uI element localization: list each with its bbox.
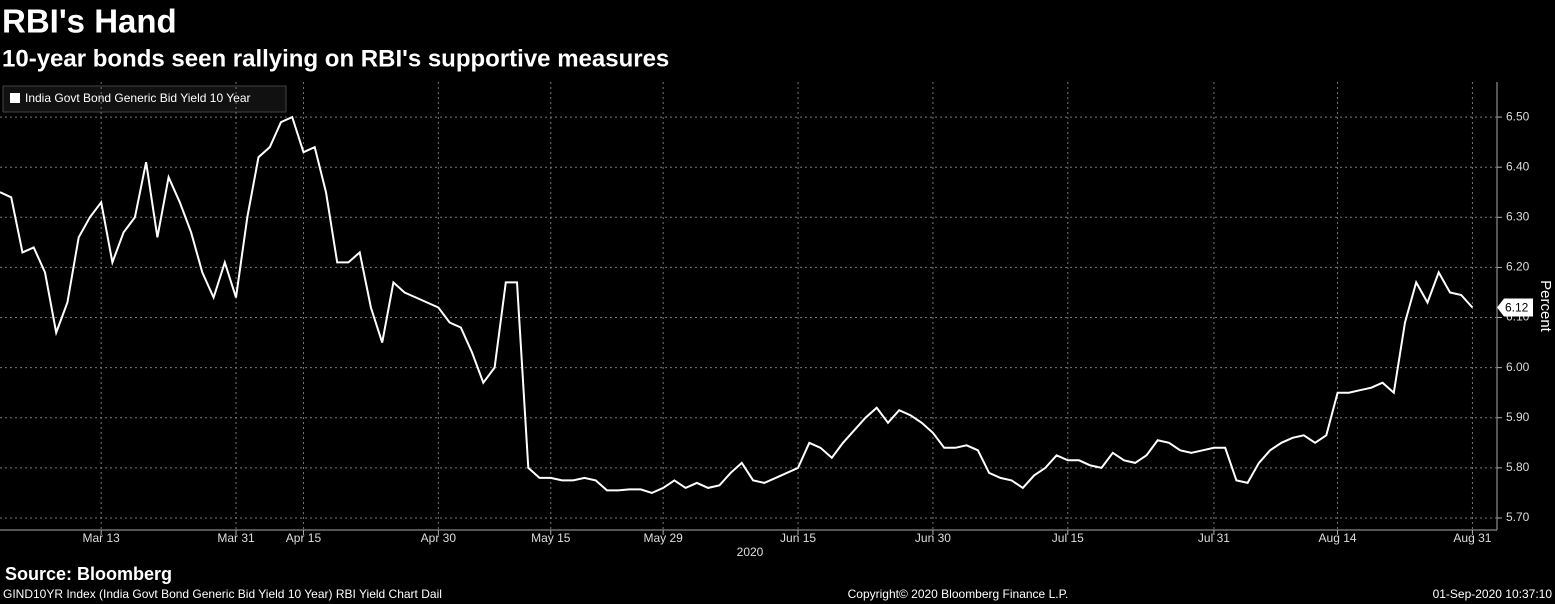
x-tick-label: Aug 14 (1319, 531, 1357, 545)
y-axis-label: Percent (1537, 280, 1554, 333)
legend-swatch (10, 93, 20, 103)
legend-label: India Govt Bond Generic Bid Yield 10 Yea… (25, 91, 251, 105)
x-tick-label: Mar 13 (82, 531, 120, 545)
x-axis-label: 2020 (737, 545, 764, 559)
y-tick-label: 5.80 (1506, 460, 1530, 474)
x-tick-label: Apr 15 (286, 531, 322, 545)
x-tick-label: May 29 (643, 531, 683, 545)
y-tick-label: 6.00 (1506, 360, 1530, 374)
chart-subtitle: 10-year bonds seen rallying on RBI's sup… (2, 45, 669, 72)
x-tick-label: Aug 31 (1453, 531, 1491, 545)
x-tick-label: Apr 30 (421, 531, 457, 545)
last-value-tag (1497, 298, 1533, 317)
y-tick-label: 5.90 (1506, 410, 1530, 424)
x-tick-label: Jul 15 (1052, 531, 1084, 545)
line-series (0, 115, 1474, 494)
last-value-label: 6.12 (1505, 301, 1529, 315)
y-tick-label: 6.20 (1506, 260, 1530, 274)
source: Source: Bloomberg (5, 564, 172, 584)
x-tick-label: May 15 (531, 531, 571, 545)
legend-box (2, 85, 287, 113)
x-tick-label: Mar 31 (217, 531, 255, 545)
chart-title: RBI's Hand (2, 3, 177, 40)
footer-center: Copyright© 2020 Bloomberg Finance L.P. (848, 587, 1069, 601)
y-tick-label: 6.30 (1506, 209, 1530, 223)
x-tick-label: Jul 31 (1198, 531, 1230, 545)
footer-left: GIND10YR Index (India Govt Bond Generic … (3, 587, 442, 601)
x-tick-label: Jun 30 (915, 531, 951, 545)
y-tick-label: 5.70 (1506, 510, 1530, 524)
y-tick-label: 6.40 (1506, 159, 1530, 173)
footer-right: 01-Sep-2020 10:37:10 (1433, 587, 1553, 601)
y-tick-label: 6.50 (1506, 109, 1530, 123)
x-tick-label: Jun 15 (780, 531, 816, 545)
